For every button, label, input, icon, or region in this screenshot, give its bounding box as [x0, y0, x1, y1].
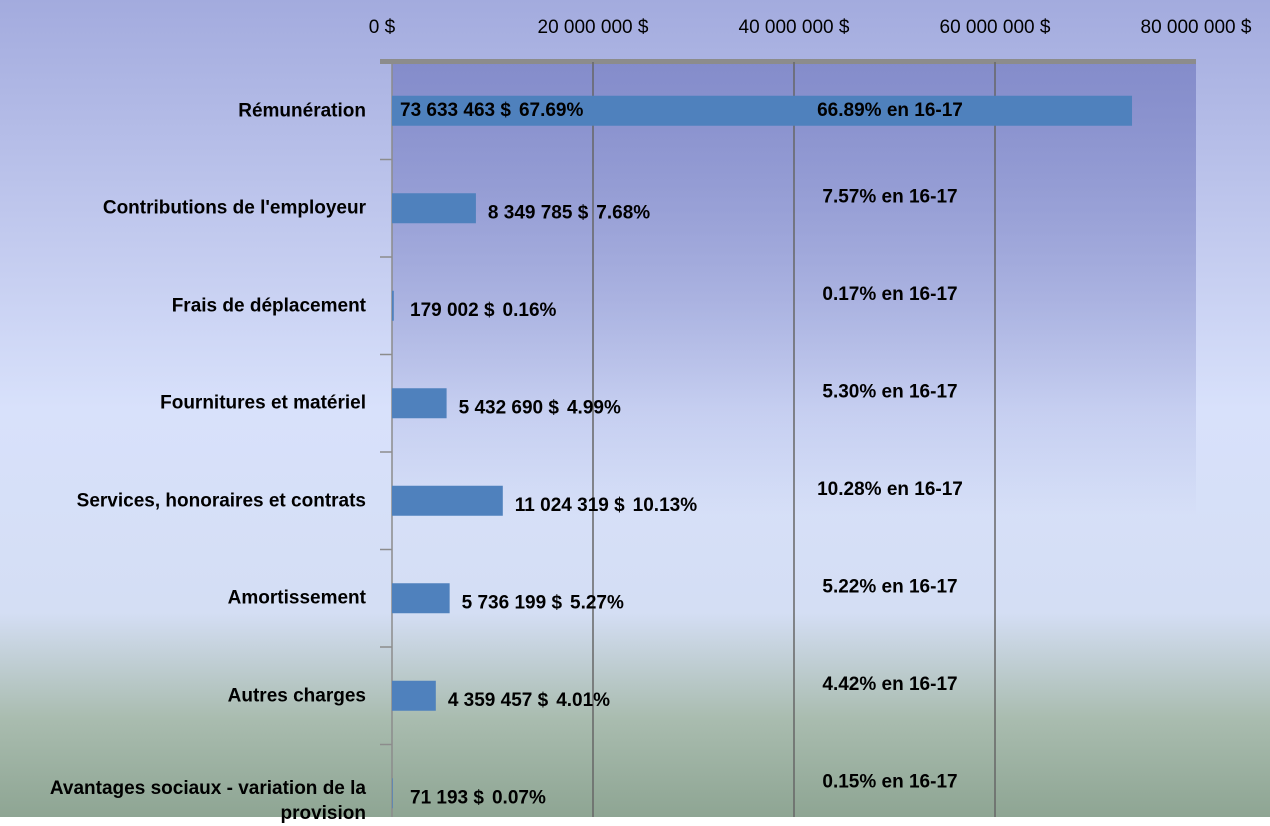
- x-tick-label: 80 000 000 $: [1141, 17, 1252, 38]
- annotation: 0.17% en 16-17: [822, 284, 957, 305]
- annotation: 5.30% en 16-17: [822, 381, 957, 402]
- x-tick-label: 40 000 000 $: [739, 17, 850, 38]
- category-label: Amortissement: [227, 587, 366, 609]
- category-label: Avantages sociaux - variation de la prov…: [49, 778, 366, 825]
- category-label: Frais de déplacement: [171, 295, 366, 317]
- bar: [392, 95, 1133, 126]
- value-label: 179 002 $: [410, 300, 495, 321]
- value-label: 4 359 457 $: [448, 690, 549, 711]
- data-label: 5 736 199 $ 5.27%: [462, 592, 624, 613]
- annotation: 0.15% en 16-17: [822, 771, 957, 792]
- category-label: Rémunération: [238, 100, 366, 122]
- annotation: 7.57% en 16-17: [822, 186, 957, 207]
- value-label: 11 024 319 $: [515, 495, 625, 516]
- data-label: 179 002 $ 0.16%: [410, 300, 557, 321]
- category-label: Fournitures et matériel: [160, 392, 366, 414]
- data-label: 4 359 457 $ 4.01%: [448, 690, 610, 711]
- category-label: Autres charges: [227, 685, 366, 707]
- value-label: 5 736 199 $: [462, 592, 563, 613]
- annotation: 5.22% en 16-17: [822, 576, 957, 597]
- bar: [392, 193, 476, 224]
- data-label: 73 633 463 $ 67.69%: [400, 100, 583, 121]
- top-axis: [380, 59, 1196, 64]
- percent-label: 0.16%: [503, 300, 557, 321]
- percent-label: 10.13%: [633, 495, 698, 516]
- bar: [392, 680, 436, 711]
- bar: [392, 778, 393, 809]
- category-label: Contributions de l'employeur: [102, 197, 366, 219]
- x-tick-label: 60 000 000 $: [940, 17, 1051, 38]
- percent-label: 67.69%: [519, 100, 584, 121]
- value-label: 8 349 785 $: [488, 202, 589, 223]
- annotation: 10.28% en 16-17: [817, 479, 963, 500]
- data-label: 8 349 785 $ 7.68%: [488, 202, 650, 223]
- annotation: 66.89% en 16-17: [817, 100, 963, 121]
- percent-label: 5.27%: [570, 592, 624, 613]
- x-tick-label: 20 000 000 $: [538, 17, 649, 38]
- percent-label: 4.01%: [556, 690, 610, 711]
- bar: [392, 388, 447, 419]
- percent-label: 0.07%: [492, 787, 546, 808]
- bar: [392, 485, 503, 516]
- value-label: 73 633 463 $: [400, 100, 511, 121]
- data-label: 5 432 690 $ 4.99%: [459, 397, 621, 418]
- bar: [392, 583, 450, 614]
- annotation: 4.42% en 16-17: [822, 674, 957, 695]
- data-label: 11 024 319 $ 10.13%: [515, 495, 697, 516]
- percent-label: 7.68%: [596, 202, 650, 223]
- x-tick-label: 0 $: [369, 17, 396, 38]
- data-label: 71 193 $ 0.07%: [410, 787, 546, 808]
- value-label: 71 193 $: [410, 787, 484, 808]
- value-label: 5 432 690 $: [459, 397, 560, 418]
- percent-label: 4.99%: [567, 397, 621, 418]
- bar: [392, 290, 394, 321]
- category-label: Services, honoraires et contrats: [76, 490, 366, 512]
